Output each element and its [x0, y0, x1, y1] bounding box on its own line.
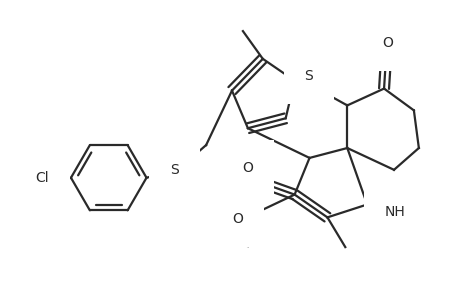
Text: S: S [169, 163, 179, 177]
Text: O: O [231, 212, 242, 226]
Text: O: O [382, 36, 392, 50]
Text: NH: NH [384, 206, 405, 219]
Text: O: O [242, 161, 253, 175]
Text: Cl: Cl [35, 171, 49, 185]
Text: S: S [304, 69, 313, 83]
